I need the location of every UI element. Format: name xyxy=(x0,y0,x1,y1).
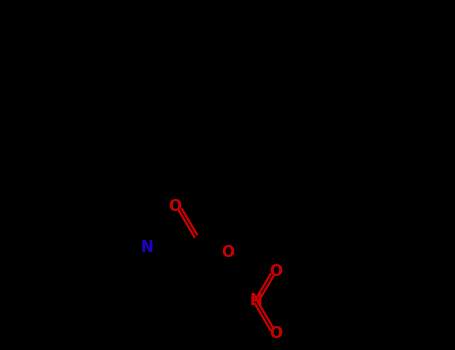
Text: O: O xyxy=(269,326,282,341)
Text: O: O xyxy=(221,245,234,260)
Text: O: O xyxy=(269,264,282,279)
Text: O: O xyxy=(168,198,182,214)
Text: N: N xyxy=(141,239,153,254)
Text: N: N xyxy=(250,293,263,308)
